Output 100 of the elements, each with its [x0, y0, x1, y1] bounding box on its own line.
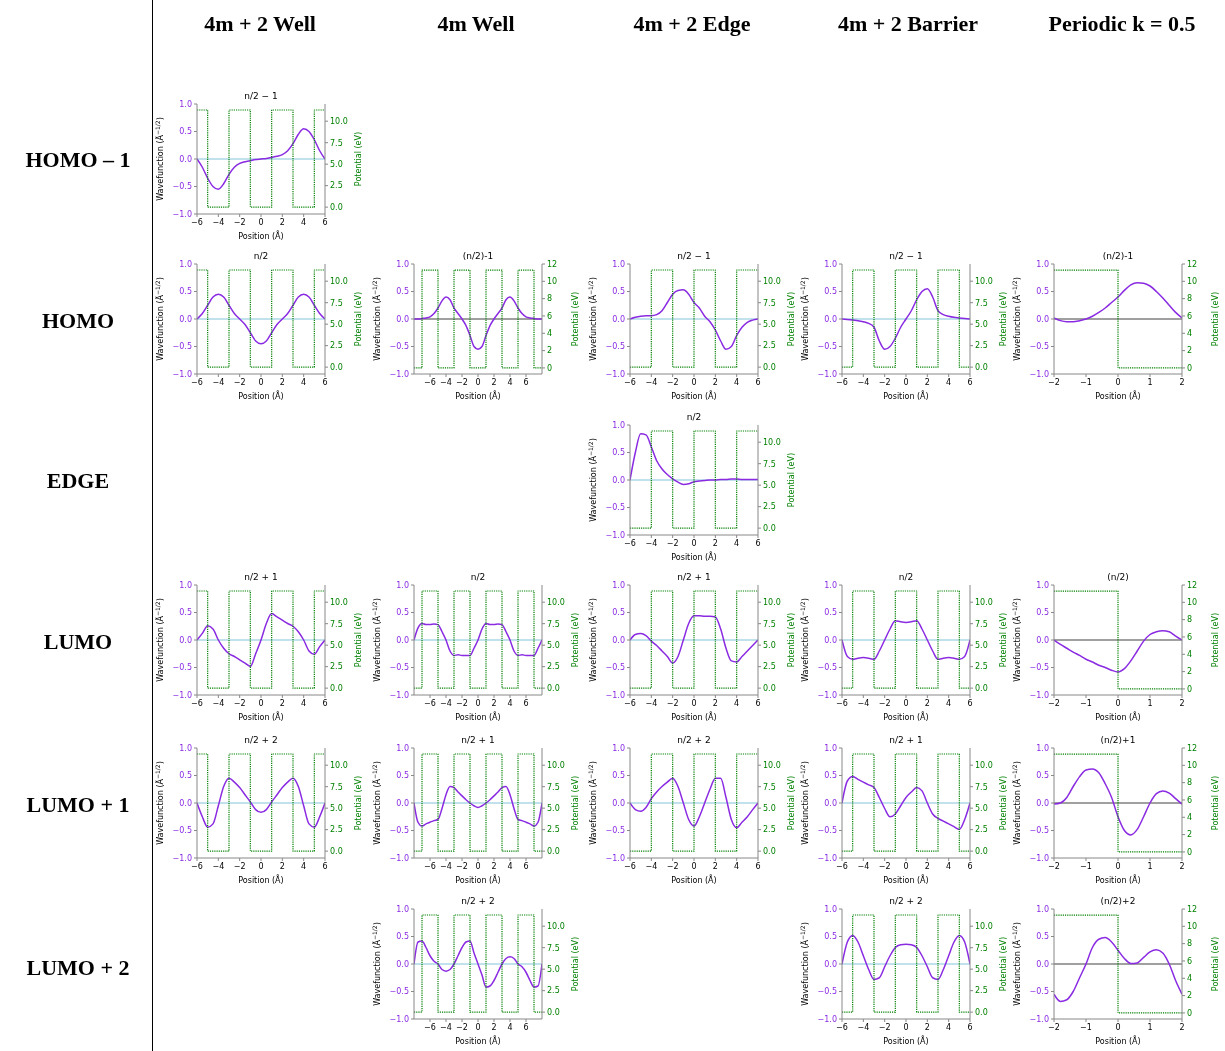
x-tick-label: −6 [624, 538, 636, 548]
y-tick-label: 0.0 [824, 959, 837, 969]
y2-tick-label: 10.0 [763, 277, 781, 287]
y2-tick-label: 8 [1187, 294, 1193, 304]
y2-axis-title: Potential (eV) [571, 936, 580, 992]
x-tick-label: −6 [424, 1022, 436, 1032]
y-tick-label: 1.0 [824, 904, 837, 914]
y2-tick-label: 10.0 [547, 922, 565, 932]
y-tick-label: −1.0 [817, 690, 837, 700]
y2-tick-label: 5.0 [547, 965, 560, 974]
y2-tick-label: 5.0 [330, 804, 343, 813]
y2-tick-label: 12 [547, 259, 558, 269]
x-tick-label: −2 [456, 698, 468, 708]
x-tick-label: −2 [456, 861, 468, 871]
x-tick-label: 6 [967, 698, 973, 708]
y2-axis-title: Potential (eV) [354, 291, 363, 347]
y2-tick-label: 10.0 [763, 761, 781, 771]
x-tick-label: 6 [755, 538, 761, 548]
y2-tick-label: 12 [1187, 743, 1198, 753]
x-tick-label: 2 [1179, 1022, 1185, 1032]
y-tick-label: 0.5 [824, 608, 837, 618]
x-axis-title: Position (Å) [1095, 390, 1141, 401]
chart-title: n/2 + 2 [888, 896, 924, 907]
y2-axis-title: Potential (eV) [354, 612, 363, 668]
y2-axis-title: Potential (eV) [571, 291, 580, 347]
x-tick-label: 0 [258, 217, 264, 227]
y2-tick-label: 7.5 [330, 138, 343, 148]
x-tick-label: −4 [212, 698, 225, 708]
y2-tick-label: 10 [1187, 277, 1198, 287]
y2-tick-label: 2.5 [763, 825, 776, 835]
line-series [414, 296, 542, 350]
y2-axis-title: Potential (eV) [571, 612, 580, 668]
y2-tick-label: 2.5 [330, 341, 343, 351]
line-series [197, 777, 325, 828]
y2-axis-title: Potential (eV) [1211, 612, 1220, 668]
x-tick-label: 6 [755, 698, 761, 708]
y2-tick-label: 2.5 [763, 662, 776, 672]
y-tick-label: 1.0 [396, 580, 409, 590]
y2-tick-label: 5.0 [975, 641, 988, 650]
y2-tick-label: 2.5 [763, 341, 776, 351]
y-tick-label: −1.0 [1029, 853, 1049, 863]
y2-tick-label: 0.0 [975, 362, 988, 372]
x-tick-label: −1 [1080, 1022, 1092, 1032]
y-tick-label: −0.5 [817, 342, 837, 352]
y2-tick-label: 7.5 [330, 619, 343, 629]
x-tick-label: 0 [475, 377, 481, 387]
y-tick-label: −0.5 [817, 987, 837, 997]
x-tick-label: −4 [645, 538, 658, 548]
y2-tick-label: 5.0 [975, 965, 988, 974]
y-tick-label: −1.0 [605, 369, 625, 379]
y-tick-label: 0.5 [179, 771, 192, 781]
x-axis-title: Position (Å) [238, 874, 284, 885]
x-tick-label: −2 [666, 377, 679, 387]
text: 4m + 2 Well [203, 10, 317, 38]
y-tick-label: −1.0 [605, 530, 625, 540]
y2-tick-label: 0.0 [975, 1007, 988, 1017]
x-tick-label: 2 [712, 538, 718, 548]
text: EDGE [45, 467, 111, 495]
x-tick-label: −6 [836, 861, 848, 871]
x-tick-label: −4 [857, 377, 870, 387]
y2-tick-label: 5.0 [975, 320, 988, 329]
x-tick-label: −6 [836, 1022, 848, 1032]
y-tick-label: 1.0 [612, 743, 625, 753]
y2-tick-label: 7.5 [975, 943, 988, 953]
y2-tick-label: 10.0 [975, 277, 993, 287]
y2-tick-label: 6 [1187, 311, 1193, 321]
x-tick-label: 2 [279, 698, 285, 708]
y-tick-label: −1.0 [389, 1014, 409, 1024]
y2-tick-label: 0.0 [547, 846, 560, 856]
y-tick-label: −1.0 [1029, 1014, 1049, 1024]
y-tick-label: 0.0 [824, 798, 837, 808]
x-tick-label: 0 [258, 861, 264, 871]
x-tick-label: −4 [212, 217, 225, 227]
y-tick-label: −1.0 [389, 369, 409, 379]
x-tick-label: 6 [967, 1022, 973, 1032]
y2-tick-label: 5.0 [763, 320, 776, 329]
x-tick-label: −2 [1048, 377, 1060, 387]
y2-tick-label: 2 [547, 346, 553, 356]
x-tick-label: 6 [755, 377, 761, 387]
line-series [842, 934, 970, 981]
line-series [1054, 936, 1182, 1003]
x-tick-label: 2 [712, 698, 718, 708]
y-tick-label: 0.5 [824, 932, 837, 942]
x-tick-label: 6 [967, 377, 973, 387]
y2-tick-label: 0.0 [975, 683, 988, 693]
x-tick-label: −4 [857, 698, 870, 708]
x-tick-label: −4 [645, 698, 658, 708]
y-tick-label: 1.0 [179, 259, 192, 269]
y-tick-label: 0.5 [396, 932, 409, 942]
x-tick-label: −4 [212, 377, 225, 387]
y-tick-label: 1.0 [1036, 259, 1049, 269]
y2-tick-label: 7.5 [330, 782, 343, 792]
x-tick-label: 6 [967, 861, 973, 871]
line-series [1054, 768, 1182, 836]
y2-axis-title: Potential (eV) [571, 775, 580, 831]
y2-tick-label: 4 [1187, 813, 1193, 823]
y2-axis-title: Potential (eV) [999, 291, 1008, 347]
x-tick-label: −6 [836, 698, 848, 708]
x-tick-label: 0 [691, 861, 697, 871]
x-tick-label: 0 [1115, 377, 1121, 387]
